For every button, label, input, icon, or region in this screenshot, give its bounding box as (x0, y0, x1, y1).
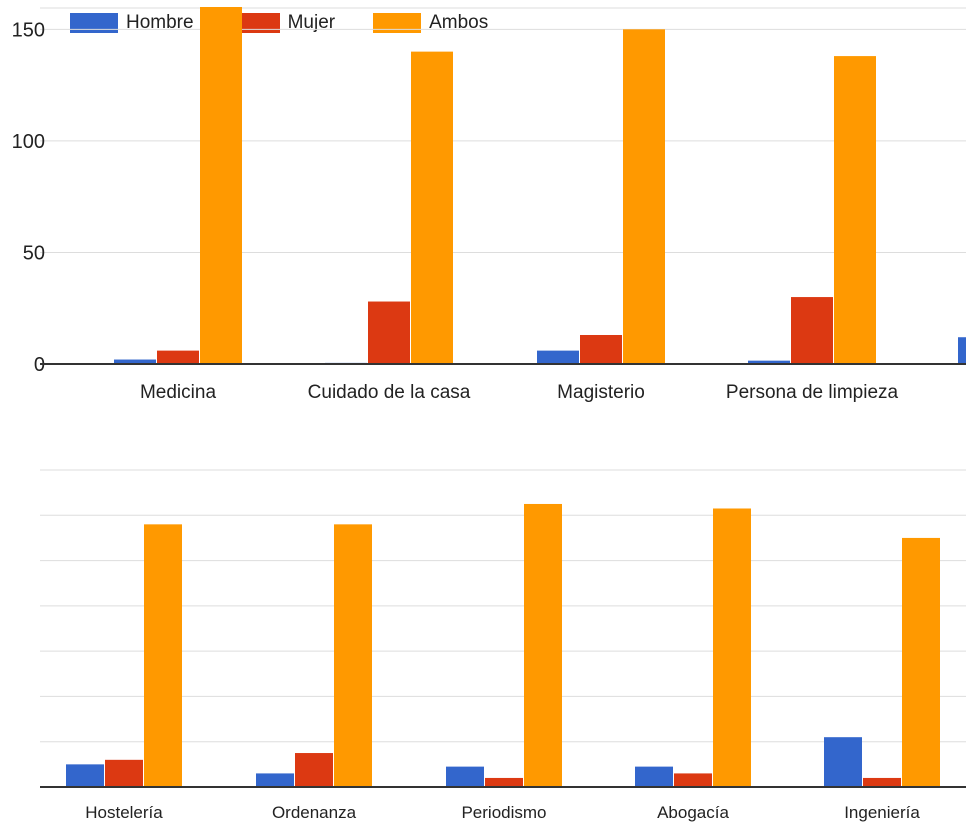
y-tick-label-0: 0 (34, 354, 45, 376)
bar-ambos-abogacia (713, 508, 751, 787)
legend-item-hombre[interactable]: Hombre (70, 12, 194, 34)
y-tick-label-50: 50 (23, 242, 45, 264)
bar-ambos-hosteleria (144, 524, 182, 787)
legend-swatch-ambos (373, 13, 422, 33)
bar-ambos-periodismo (524, 503, 562, 787)
bar-mujer-magisterio (580, 334, 622, 364)
x-tick-label-medicina: Medicina (140, 382, 216, 403)
bar-hombre-medicina (114, 359, 156, 364)
bar-mujer-abogacia (674, 773, 712, 787)
x-tick-label-hosteleria: Hostelería (85, 803, 163, 822)
legend-label-ambos: Ambos (429, 12, 489, 33)
bar-mujer-medicina (157, 350, 199, 364)
bar-hombre-periodismo (446, 766, 484, 787)
x-tick-label-periodismo: Periodismo (461, 803, 546, 822)
x-tick-label-cuidado-de-la-casa: Cuidado de la casa (308, 382, 471, 403)
bar-ambos-persona-de-limpieza (834, 56, 876, 365)
bar-hombre-persona-de-limpieza (748, 360, 790, 364)
bar-hombre-ordenanza (256, 773, 294, 787)
x-tick-label-abogacia: Abogacía (657, 803, 729, 822)
bar-mujer-ingenieria (863, 777, 901, 787)
y-tick-label-150: 150 (12, 19, 45, 41)
legend-swatch-hombre (70, 13, 118, 33)
bar-ambos-medicina (200, 7, 242, 364)
bar-mujer-ordenanza (295, 753, 333, 787)
bar-hombre-partial (958, 337, 966, 364)
bar-hombre-hosteleria (66, 764, 104, 787)
x-tick-label-persona-de-limpieza: Persona de limpieza (726, 382, 899, 403)
bar-ambos-cuidado-de-la-casa (411, 51, 453, 364)
y-tick-label-100: 100 (12, 131, 45, 153)
bar-mujer-periodismo (485, 777, 523, 787)
legend-label-mujer: Mujer (287, 12, 336, 33)
bar-mujer-hosteleria (105, 759, 143, 787)
legend-swatch-mujer (231, 13, 280, 33)
x-tick-label-magisterio: Magisterio (557, 382, 645, 403)
bar-hombre-abogacia (635, 766, 673, 787)
legend-label-hombre: Hombre (126, 12, 194, 33)
legend-item-ambos[interactable]: Ambos (373, 12, 488, 34)
bar-ambos-magisterio (623, 29, 665, 364)
x-tick-label-ordenanza: Ordenanza (272, 803, 357, 822)
x-tick-label-ingenieria: Ingeniería (844, 803, 920, 822)
legend: Hombre Mujer Ambos (70, 12, 526, 34)
bar-hombre-magisterio (537, 350, 579, 364)
bar-hombre-ingenieria (824, 737, 862, 787)
legend-item-mujer[interactable]: Mujer (231, 12, 336, 34)
bar-mujer-cuidado-de-la-casa (368, 301, 410, 364)
bar-mujer-persona-de-limpieza (791, 297, 833, 364)
bar-ambos-ordenanza (334, 524, 372, 787)
bar-ambos-ingenieria (902, 537, 940, 787)
